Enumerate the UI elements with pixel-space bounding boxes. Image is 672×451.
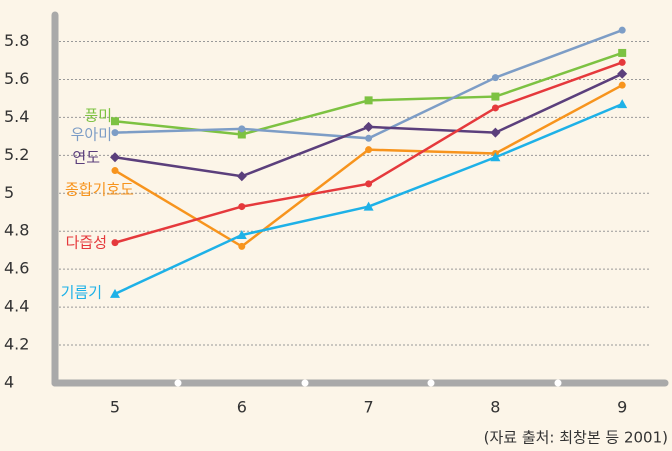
axis-dot — [554, 379, 562, 387]
series-label: 기름기 — [61, 284, 102, 302]
point — [238, 125, 246, 133]
point — [491, 74, 499, 82]
point — [618, 58, 626, 66]
point — [618, 48, 627, 57]
point — [111, 239, 119, 247]
x-tick-label: 6 — [237, 398, 247, 417]
point — [617, 68, 628, 79]
source-note: (자료 출처: 최창본 등 2001) — [484, 429, 668, 447]
point — [491, 92, 500, 101]
point — [491, 104, 499, 112]
axis-dot — [427, 379, 435, 387]
y-tick-label: 4.2 — [4, 335, 29, 354]
y-tick-label: 5.6 — [4, 69, 29, 88]
series-label: 연도 — [72, 149, 100, 167]
point — [363, 121, 374, 132]
point — [111, 167, 119, 175]
point — [236, 230, 247, 240]
point — [238, 203, 246, 211]
x-tick-label: 9 — [617, 398, 627, 417]
series-label: 종합기호도 — [65, 181, 134, 199]
y-tick-label: 5 — [4, 183, 14, 202]
point — [365, 146, 373, 154]
series-label: 풍미 — [84, 107, 112, 125]
point — [617, 99, 628, 109]
y-tick-label: 4.8 — [4, 221, 29, 240]
y-tick-label: 5.4 — [4, 107, 29, 126]
y-tick-label: 4 — [4, 373, 14, 392]
point — [238, 242, 246, 250]
point — [365, 180, 373, 188]
point — [236, 171, 247, 182]
point — [111, 117, 119, 126]
axis-dot — [174, 379, 182, 387]
point — [618, 81, 626, 89]
point — [365, 134, 373, 142]
series-label: 우아미 — [71, 126, 112, 144]
y-tick-label: 5.8 — [4, 31, 29, 50]
x-tick-label: 5 — [110, 398, 120, 417]
series-line — [114, 103, 623, 295]
y-tick-label: 4.6 — [4, 259, 29, 278]
axis-dot — [301, 379, 309, 387]
series-label: 다즙성 — [66, 234, 107, 252]
point — [490, 152, 501, 162]
point — [363, 201, 374, 211]
y-tick-label: 5.2 — [4, 145, 29, 164]
point — [110, 152, 120, 163]
point — [490, 127, 501, 138]
point — [364, 96, 373, 105]
x-tick-label: 7 — [364, 398, 374, 417]
point — [110, 288, 120, 298]
y-tick-label: 4.4 — [4, 297, 29, 316]
x-tick-label: 8 — [490, 398, 500, 417]
point — [237, 130, 246, 139]
point — [618, 26, 626, 34]
point — [111, 129, 119, 137]
